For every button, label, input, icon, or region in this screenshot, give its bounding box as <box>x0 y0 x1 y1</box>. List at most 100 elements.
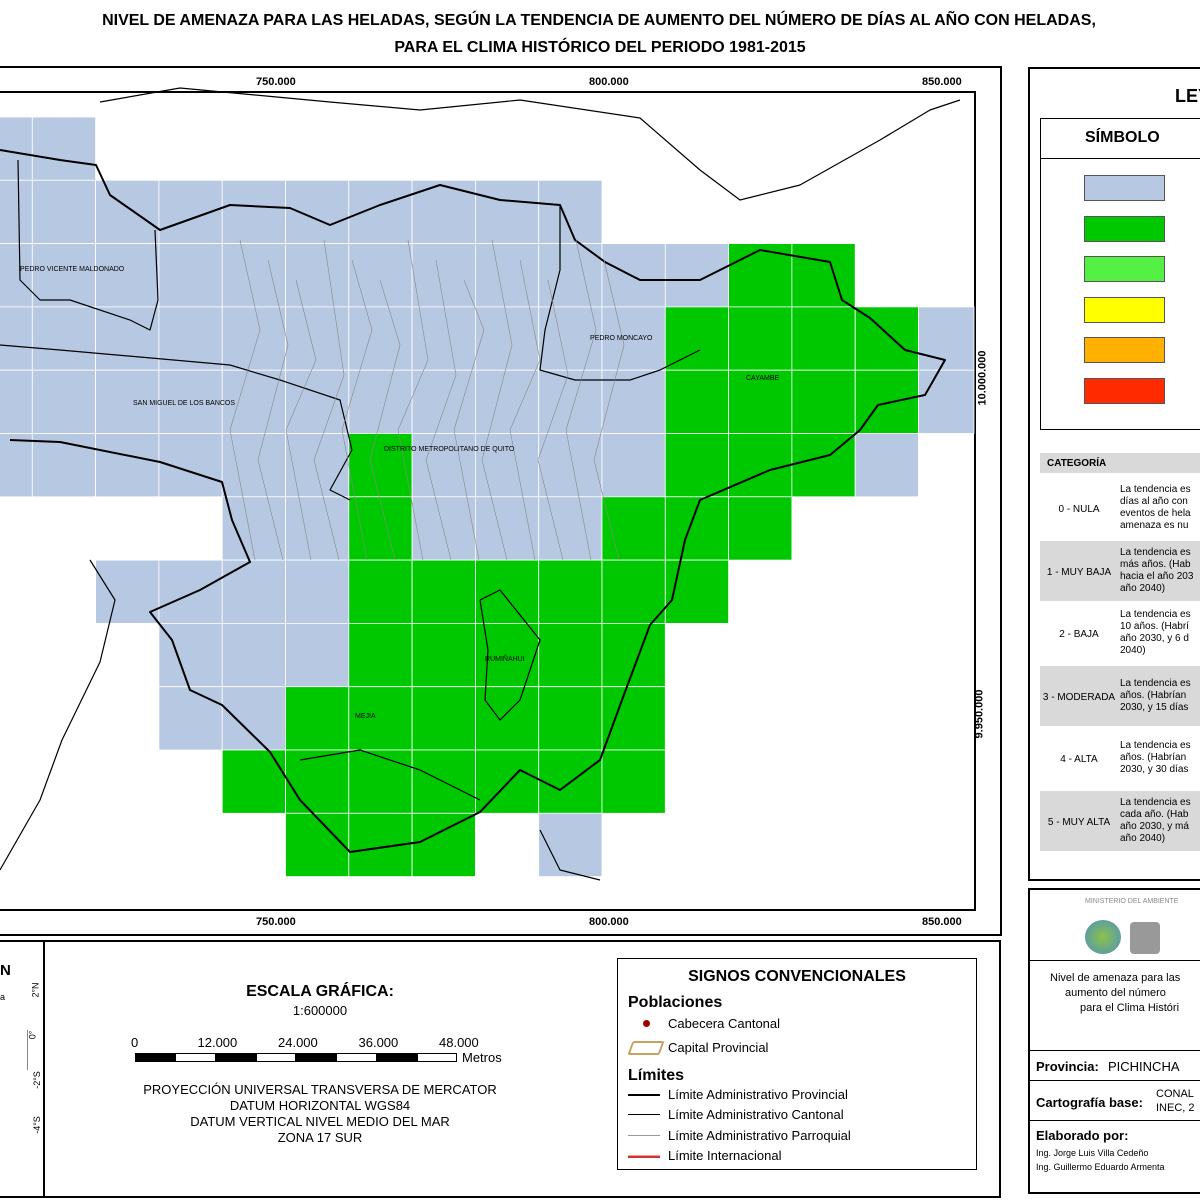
category-label: 3 - MODERADA <box>1042 691 1116 703</box>
scale-segment <box>376 1053 417 1062</box>
cell-green <box>285 686 350 751</box>
category-header-bg <box>1040 453 1200 473</box>
legend-panel <box>1028 67 1200 881</box>
category-row-bg <box>1040 540 1200 601</box>
category-text: 2040) <box>1120 645 1146 656</box>
category-text: año 2040) <box>1120 582 1166 594</box>
cell-blue <box>0 243 33 308</box>
description-line: Nivel de amenaza para las <box>1050 972 1181 984</box>
cell-blue <box>538 812 603 877</box>
scale-segment <box>175 1053 216 1062</box>
category-header: CATEGORÍA <box>1047 458 1107 469</box>
scale-segment <box>135 1053 176 1062</box>
cell-blue <box>538 433 603 498</box>
cell-blue <box>221 243 286 308</box>
cell-green <box>601 559 666 624</box>
cell-green <box>728 496 793 561</box>
cell-blue <box>95 559 160 624</box>
latitude-label: 0° <box>27 1030 38 1040</box>
outer-boundary <box>99 87 961 201</box>
category-text: años. (Habrían <box>1120 752 1187 763</box>
cell-green <box>538 559 603 624</box>
cell-green <box>411 623 476 688</box>
legend-swatch <box>1084 175 1165 201</box>
description-line: para el Clima Históri <box>1080 1002 1180 1014</box>
parish-boundary <box>369 279 401 561</box>
province-value: PICHINCHA <box>1108 1059 1180 1074</box>
cell-blue <box>158 559 223 624</box>
projection-line: DATUM HORIZONTAL WGS84 <box>229 1098 411 1113</box>
cell-blue <box>31 179 96 245</box>
cell-blue <box>31 306 96 371</box>
cell-blue <box>31 369 96 434</box>
cell-blue <box>221 559 286 624</box>
signs-entry: Cabecera Cantonal <box>668 1016 781 1031</box>
map-outer-frame <box>0 66 1002 936</box>
cell-green <box>348 623 413 688</box>
latitude-label: 2°N <box>30 982 41 998</box>
credits-rule <box>1028 960 1200 961</box>
cell-blue <box>221 433 286 498</box>
legend-title: LEYENDA <box>1175 86 1200 106</box>
scale-segment <box>255 1053 296 1062</box>
outer-boundary <box>539 829 601 881</box>
scale-tick-label: 36.000 <box>358 1035 399 1050</box>
cell-blue <box>348 243 413 308</box>
cell-blue <box>285 243 350 308</box>
cell-blue <box>918 306 975 371</box>
y-tick-label: 9.950.000 <box>973 689 986 739</box>
parish-boundary <box>425 259 457 561</box>
cell-blue <box>854 433 919 498</box>
x-tick-label: 850.000 <box>922 916 962 928</box>
parish-boundary <box>481 239 513 561</box>
outer-boundary <box>0 559 116 871</box>
projection-line: PROYECCIÓN UNIVERSAL TRANSVERSA DE MERCA… <box>143 1082 497 1097</box>
cell-blue <box>31 116 96 181</box>
cell-green <box>474 559 540 624</box>
category-text: eventos de hela <box>1120 508 1191 519</box>
canton-boundary <box>0 344 353 501</box>
cell-green <box>791 369 856 434</box>
parish-boundary <box>257 259 289 561</box>
parish-boundary <box>313 239 345 561</box>
category-text: año 2030, y 6 d <box>1120 633 1189 644</box>
x-tick-label: 750.000 <box>256 76 296 88</box>
parish-boundary <box>509 259 541 561</box>
cell-green <box>664 369 729 434</box>
author-name: Ing. Guillermo Eduardo Armenta <box>1036 1162 1165 1172</box>
signs-section: Poblaciones <box>628 994 723 1011</box>
scale-segment <box>296 1053 337 1062</box>
category-text: La tendencia es <box>1120 609 1191 620</box>
scale-tick-label: 0 <box>131 1035 139 1050</box>
description-line: aumento del número <box>1065 987 1166 999</box>
limit-symbol <box>628 1114 660 1116</box>
scale-segment <box>416 1053 457 1062</box>
cell-green <box>411 812 476 877</box>
legend-swatch <box>1084 256 1165 282</box>
cell-blue <box>95 243 160 308</box>
ministry-name: MINISTERIO DEL AMBIENTE <box>1085 898 1179 905</box>
canton-boundary <box>479 589 541 721</box>
cell-blue <box>538 496 603 561</box>
scale-tick-label: 12.000 <box>197 1035 238 1050</box>
parish-boundary <box>453 279 485 561</box>
latitude-label: -2°S <box>31 1071 42 1089</box>
category-row-bg <box>1040 790 1200 851</box>
credits-rule <box>1028 1080 1200 1081</box>
cell-blue <box>221 623 286 688</box>
province-label: Provincia: <box>1036 1059 1099 1074</box>
cell-blue <box>95 433 160 498</box>
cell-blue <box>95 179 160 245</box>
parish-boundary <box>341 259 373 561</box>
boundaries <box>0 87 961 881</box>
cell-blue <box>285 369 350 434</box>
scale-tick-label: 24.000 <box>278 1035 318 1050</box>
bottom-panel <box>0 940 1001 1198</box>
category-row-bg <box>1040 728 1200 788</box>
cell-blue <box>221 179 286 245</box>
cell-green <box>348 433 413 498</box>
place-label: CAYAMBE <box>746 375 780 382</box>
symbol-table <box>1040 118 1200 430</box>
category-text: año 2030, y má <box>1120 820 1189 832</box>
